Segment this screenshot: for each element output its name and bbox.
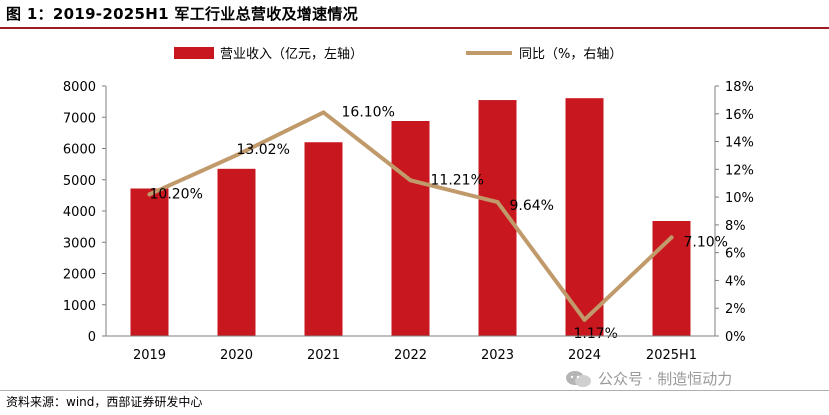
x-axis-tick-label: 2025H1 [646, 348, 697, 363]
right-axis-tick-label: 4% [725, 274, 746, 289]
left-axis-tick-label: 4000 [63, 205, 96, 220]
yoy-line [147, 110, 674, 322]
yoy-data-label: 7.10% [684, 234, 728, 250]
legend-label-yoy: 同比（%，右轴） [519, 47, 622, 62]
left-axis-tick-label: 3000 [63, 236, 96, 251]
right-axis-tick-label: 14% [725, 136, 754, 151]
source-rule [0, 390, 829, 391]
yoy-data-label: 1.17% [574, 326, 618, 342]
left-axis-tick-label: 2000 [63, 268, 96, 283]
yoy-data-label: 10.20% [150, 186, 203, 202]
yoy-point [321, 110, 326, 115]
x-axis-tick-label: 2021 [307, 348, 340, 363]
right-axis-tick-label: 18% [725, 80, 754, 95]
watermark-text: 公众号 · 制造恒动力 [598, 370, 733, 388]
right-axis-tick-label: 0% [725, 330, 746, 345]
x-axis-tick-label: 2020 [220, 348, 253, 363]
source-note: 资料来源：wind，西部证券研发中心 [6, 395, 203, 409]
yoy-point [669, 235, 674, 240]
yoy-data-label: 11.21% [431, 172, 484, 188]
left-axis-tick-label: 0 [88, 330, 96, 345]
title-rule [0, 27, 829, 29]
revenue-bar [304, 142, 343, 336]
right-axis: 0% 2% 4% 6% 8% 10% 12% 14% 16% 18% [714, 80, 754, 345]
yoy-point [147, 192, 152, 197]
right-axis-tick-label: 2% [725, 302, 746, 317]
revenue-bar [217, 168, 256, 336]
left-axis-tick-label: 6000 [63, 143, 96, 158]
chart: 营业收入（亿元，左轴） 同比（%，右轴） 0 1000 2000 3000 4000 50… [63, 47, 754, 363]
x-axis-tick-label: 2023 [481, 348, 514, 363]
revenue-bar [652, 221, 691, 336]
watermark: 公众号 · 制造恒动力 [564, 368, 732, 389]
revenue-bar [565, 98, 604, 336]
legend-swatch-revenue [174, 47, 214, 59]
left-axis-tick-label: 5000 [63, 174, 96, 189]
bars [130, 98, 691, 336]
right-axis-tick-label: 16% [725, 108, 754, 123]
left-axis-tick-label: 7000 [63, 111, 96, 126]
legend: 营业收入（亿元，左轴） 同比（%，右轴） [174, 47, 622, 62]
right-axis-tick-label: 12% [725, 163, 754, 178]
x-axis-tick-label: 2019 [133, 348, 166, 363]
yoy-data-label: 9.64% [510, 198, 554, 214]
left-axis-tick-label: 8000 [63, 80, 96, 95]
yoy-point [495, 200, 500, 205]
revenue-bar [130, 188, 169, 336]
right-axis-tick-label: 8% [725, 219, 746, 234]
right-axis-tick-label: 6% [725, 247, 746, 262]
left-axis: 0 1000 2000 3000 4000 5000 6000 7000 8000 [63, 80, 107, 345]
data-labels: 10.20% 13.02% 16.10% 11.21% 9.64% 1.17% 7.10% [150, 104, 728, 341]
figure-title: 图 1：2019-2025H1 军工行业总营收及增速情况 [6, 5, 358, 23]
yoy-point [234, 153, 239, 158]
yoy-point [408, 178, 413, 183]
yoy-data-label: 13.02% [237, 142, 290, 158]
left-axis-tick-label: 1000 [63, 299, 96, 314]
x-axis-tick-label: 2022 [394, 348, 427, 363]
wechat-icon [566, 370, 591, 387]
revenue-bar [391, 121, 430, 336]
right-axis-tick-label: 10% [725, 191, 754, 206]
yoy-data-label: 16.10% [342, 104, 395, 120]
x-axis-tick-label: 2024 [568, 348, 601, 363]
legend-label-revenue: 营业收入（亿元，左轴） [220, 47, 363, 62]
x-axis: 2019 2020 2021 2022 2023 2024 2025H1 [106, 335, 715, 363]
yoy-point [582, 317, 587, 322]
